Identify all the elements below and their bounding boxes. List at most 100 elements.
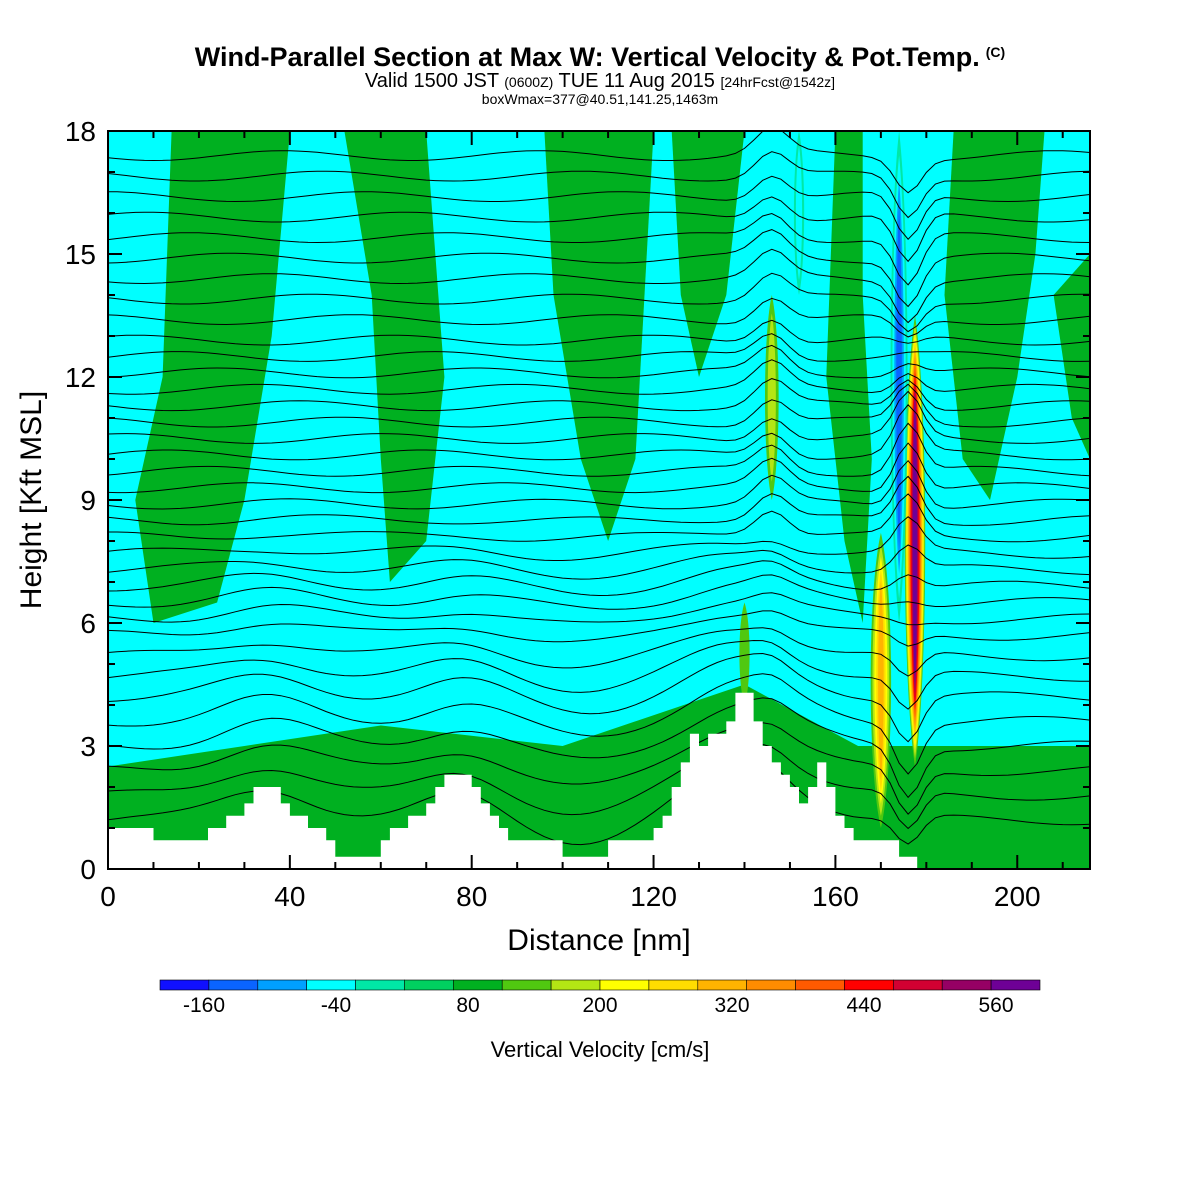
weak-updraft-region <box>944 131 1045 500</box>
weak-updraft-region <box>826 131 872 623</box>
theta-contour <box>108 131 1090 194</box>
y-tick-label: 9 <box>80 485 96 516</box>
theta-contour <box>108 697 1090 799</box>
axis-ticks <box>107 130 1090 870</box>
colorbar-swatch <box>844 979 894 991</box>
theta-contour <box>108 359 1090 395</box>
colorbar-swatch <box>795 979 845 991</box>
theta-contour <box>108 151 1090 219</box>
theta-contour <box>108 175 1090 240</box>
terrain-fill <box>108 692 1090 869</box>
velocity-field <box>108 131 1090 869</box>
updraft-contour <box>739 602 750 705</box>
updraft-contour <box>913 404 917 678</box>
theta-contour <box>108 459 1090 510</box>
y-tick-label: 15 <box>65 239 96 270</box>
downdraft-contour <box>896 204 902 550</box>
weak-updraft-region <box>671 131 745 377</box>
colorbar-label: 560 <box>978 994 1013 1017</box>
theta-contour <box>108 743 1090 830</box>
theta-contour <box>108 196 1090 263</box>
forecast-info: [24hrFcst@1542z] <box>720 74 836 90</box>
colorbar-swatch <box>159 979 210 991</box>
theta-contour <box>108 516 1090 561</box>
chart-title: Wind-Parallel Section at Max W: Vertical… <box>0 42 1200 73</box>
y-tick-labels: 0 3 6 9 12 15 18 <box>65 116 96 885</box>
colorbar-label: 80 <box>456 994 479 1017</box>
theta-contour <box>108 404 1090 461</box>
x-axis-label: Distance [nm] <box>507 924 690 957</box>
downdraft-contour <box>795 145 803 281</box>
terrain <box>108 692 1090 869</box>
theta-contour <box>108 212 1090 286</box>
colorbar-swatch <box>452 979 503 991</box>
theta-contour <box>108 333 1090 362</box>
colorbar-swatch <box>941 979 992 991</box>
y-axis-label: Height [Kft MSL] <box>15 391 48 609</box>
weak-updraft-region <box>544 131 654 541</box>
y-tick-label: 3 <box>80 731 96 762</box>
theta-contour <box>108 652 1090 743</box>
theta-contour <box>108 639 1090 710</box>
theta-contour <box>108 493 1090 543</box>
colorbar-swatch <box>257 979 307 991</box>
theta-contour <box>108 610 1090 647</box>
colorbar-label: 200 <box>582 994 617 1017</box>
colorbar-swatch <box>306 979 356 991</box>
colorbar-title: Vertical Velocity [cm/s] <box>491 1037 710 1062</box>
box-wmax-info: boxWmax=377@40.51,141.25,1463m <box>481 91 719 107</box>
y-tick-label: 0 <box>80 854 96 885</box>
colorbar-swatch <box>404 979 454 991</box>
x-tick-label: 0 <box>100 881 116 912</box>
theta-contour <box>108 560 1090 597</box>
colorbar-swatch <box>648 979 699 991</box>
theta-contour <box>108 297 1090 338</box>
valid-time-line: Valid 1500 JST (0600Z) TUE 11 Aug 2015 [… <box>0 70 1200 93</box>
colorbar-label: 320 <box>714 994 749 1017</box>
copyright-mark: (C) <box>985 44 1006 60</box>
theta-contour <box>108 722 1090 815</box>
x-tick-label: 80 <box>456 881 487 912</box>
colorbar-swatch <box>990 979 1041 991</box>
theta-contour <box>108 442 1090 494</box>
y-tick-label: 12 <box>65 362 96 393</box>
theta-contour <box>108 475 1090 526</box>
x-tick-label: 40 <box>274 881 305 912</box>
x-tick-label: 120 <box>630 881 677 912</box>
chart-title-text: Wind-Parallel Section at Max W: Vertical… <box>194 42 980 72</box>
theta-contour <box>108 229 1090 308</box>
theta-contour <box>108 319 1090 346</box>
theta-contour <box>108 544 1090 580</box>
weak-updraft-region <box>1053 254 1090 459</box>
colorbar-swatch <box>355 979 405 991</box>
x-tick-label: 200 <box>994 881 1041 912</box>
theta-contour <box>108 383 1090 428</box>
colorbar-swatch <box>746 979 796 991</box>
theta-contour <box>108 272 1090 333</box>
colorbar-label: -40 <box>321 994 351 1017</box>
colorbar-swatch <box>501 979 552 991</box>
y-tick-label: 18 <box>65 116 96 147</box>
colorbar-swatch <box>550 979 601 991</box>
theta-contour <box>108 592 1090 626</box>
colorbar-swatch <box>208 979 259 991</box>
valid-time-utc: (0600Z) <box>504 74 554 90</box>
colorbar-label: -160 <box>183 994 225 1017</box>
valid-time-date: TUE 11 Aug 2015 <box>553 70 721 92</box>
colorbar-swatch <box>697 979 747 991</box>
colorbar-labels: -160 -40 80 200 320 440 560 <box>183 994 1014 1017</box>
theta-contour <box>108 422 1090 477</box>
theta-contour <box>108 673 1090 775</box>
theta-contour <box>108 248 1090 324</box>
y-tick-label: 6 <box>80 608 96 639</box>
updraft-contour <box>767 313 776 482</box>
x-tick-label: 160 <box>812 881 859 912</box>
theta-contour <box>108 574 1090 610</box>
x-tick-labels: 0 40 80 120 160 200 <box>100 881 1040 912</box>
theta-contour <box>108 378 1090 412</box>
colorbar <box>159 979 1041 991</box>
theta-contour <box>108 627 1090 677</box>
theta-contour <box>108 390 1090 444</box>
